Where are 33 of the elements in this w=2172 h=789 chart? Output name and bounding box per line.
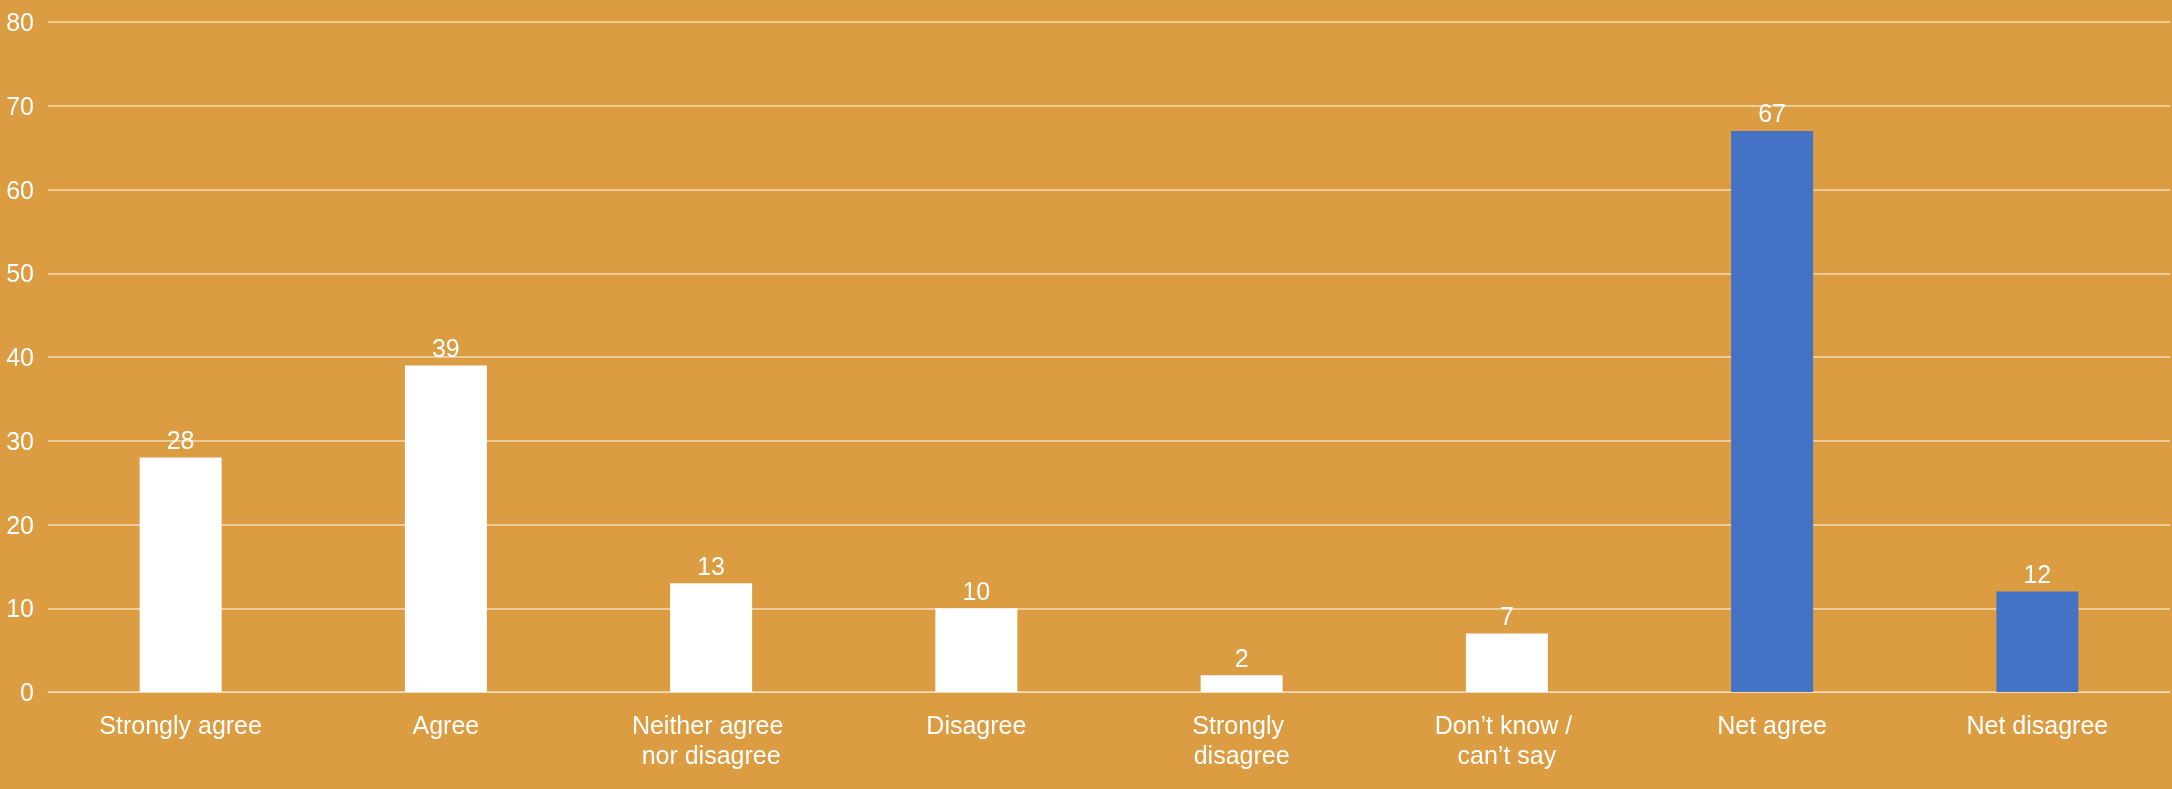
bar bbox=[1200, 675, 1283, 692]
data-label: 7 bbox=[1499, 601, 1514, 630]
y-tick-label: 40 bbox=[6, 343, 34, 371]
x-tick-label: Agree bbox=[412, 711, 480, 739]
x-tick-label: Strongly agree bbox=[99, 711, 262, 739]
y-tick-label: 20 bbox=[6, 510, 34, 539]
data-label: 10 bbox=[962, 576, 991, 605]
bar bbox=[670, 583, 753, 692]
y-tick-label: 60 bbox=[6, 175, 34, 204]
data-label: 67 bbox=[1758, 99, 1787, 128]
x-tick-label: Net disagree bbox=[1966, 711, 2109, 739]
x-tick-label: Don’t know / can’t say bbox=[1434, 711, 1580, 769]
y-tick-label: 80 bbox=[6, 8, 34, 36]
data-label: 13 bbox=[697, 551, 726, 580]
bar bbox=[139, 457, 222, 692]
y-tick-label: 10 bbox=[6, 594, 34, 623]
y-tick-label: 0 bbox=[20, 678, 34, 706]
data-label: 2 bbox=[1234, 643, 1249, 672]
x-tick-label: Net agree bbox=[1717, 711, 1828, 739]
data-label: 28 bbox=[166, 426, 195, 454]
y-tick-label: 30 bbox=[6, 426, 34, 455]
bar bbox=[1996, 591, 2079, 692]
x-tick-label: Neither agree nor disagree bbox=[631, 711, 791, 769]
bar bbox=[1731, 130, 1814, 692]
data-label: 39 bbox=[431, 333, 460, 362]
bar bbox=[1465, 633, 1548, 692]
y-tick-label: 70 bbox=[6, 91, 34, 120]
bar bbox=[404, 365, 487, 692]
x-tick-label: Disagree bbox=[926, 711, 1027, 739]
y-tick-label: 50 bbox=[6, 259, 34, 288]
x-tick-label: Strongly disagree bbox=[1192, 711, 1291, 769]
bar bbox=[935, 608, 1018, 692]
data-label: 12 bbox=[2023, 560, 2052, 588]
